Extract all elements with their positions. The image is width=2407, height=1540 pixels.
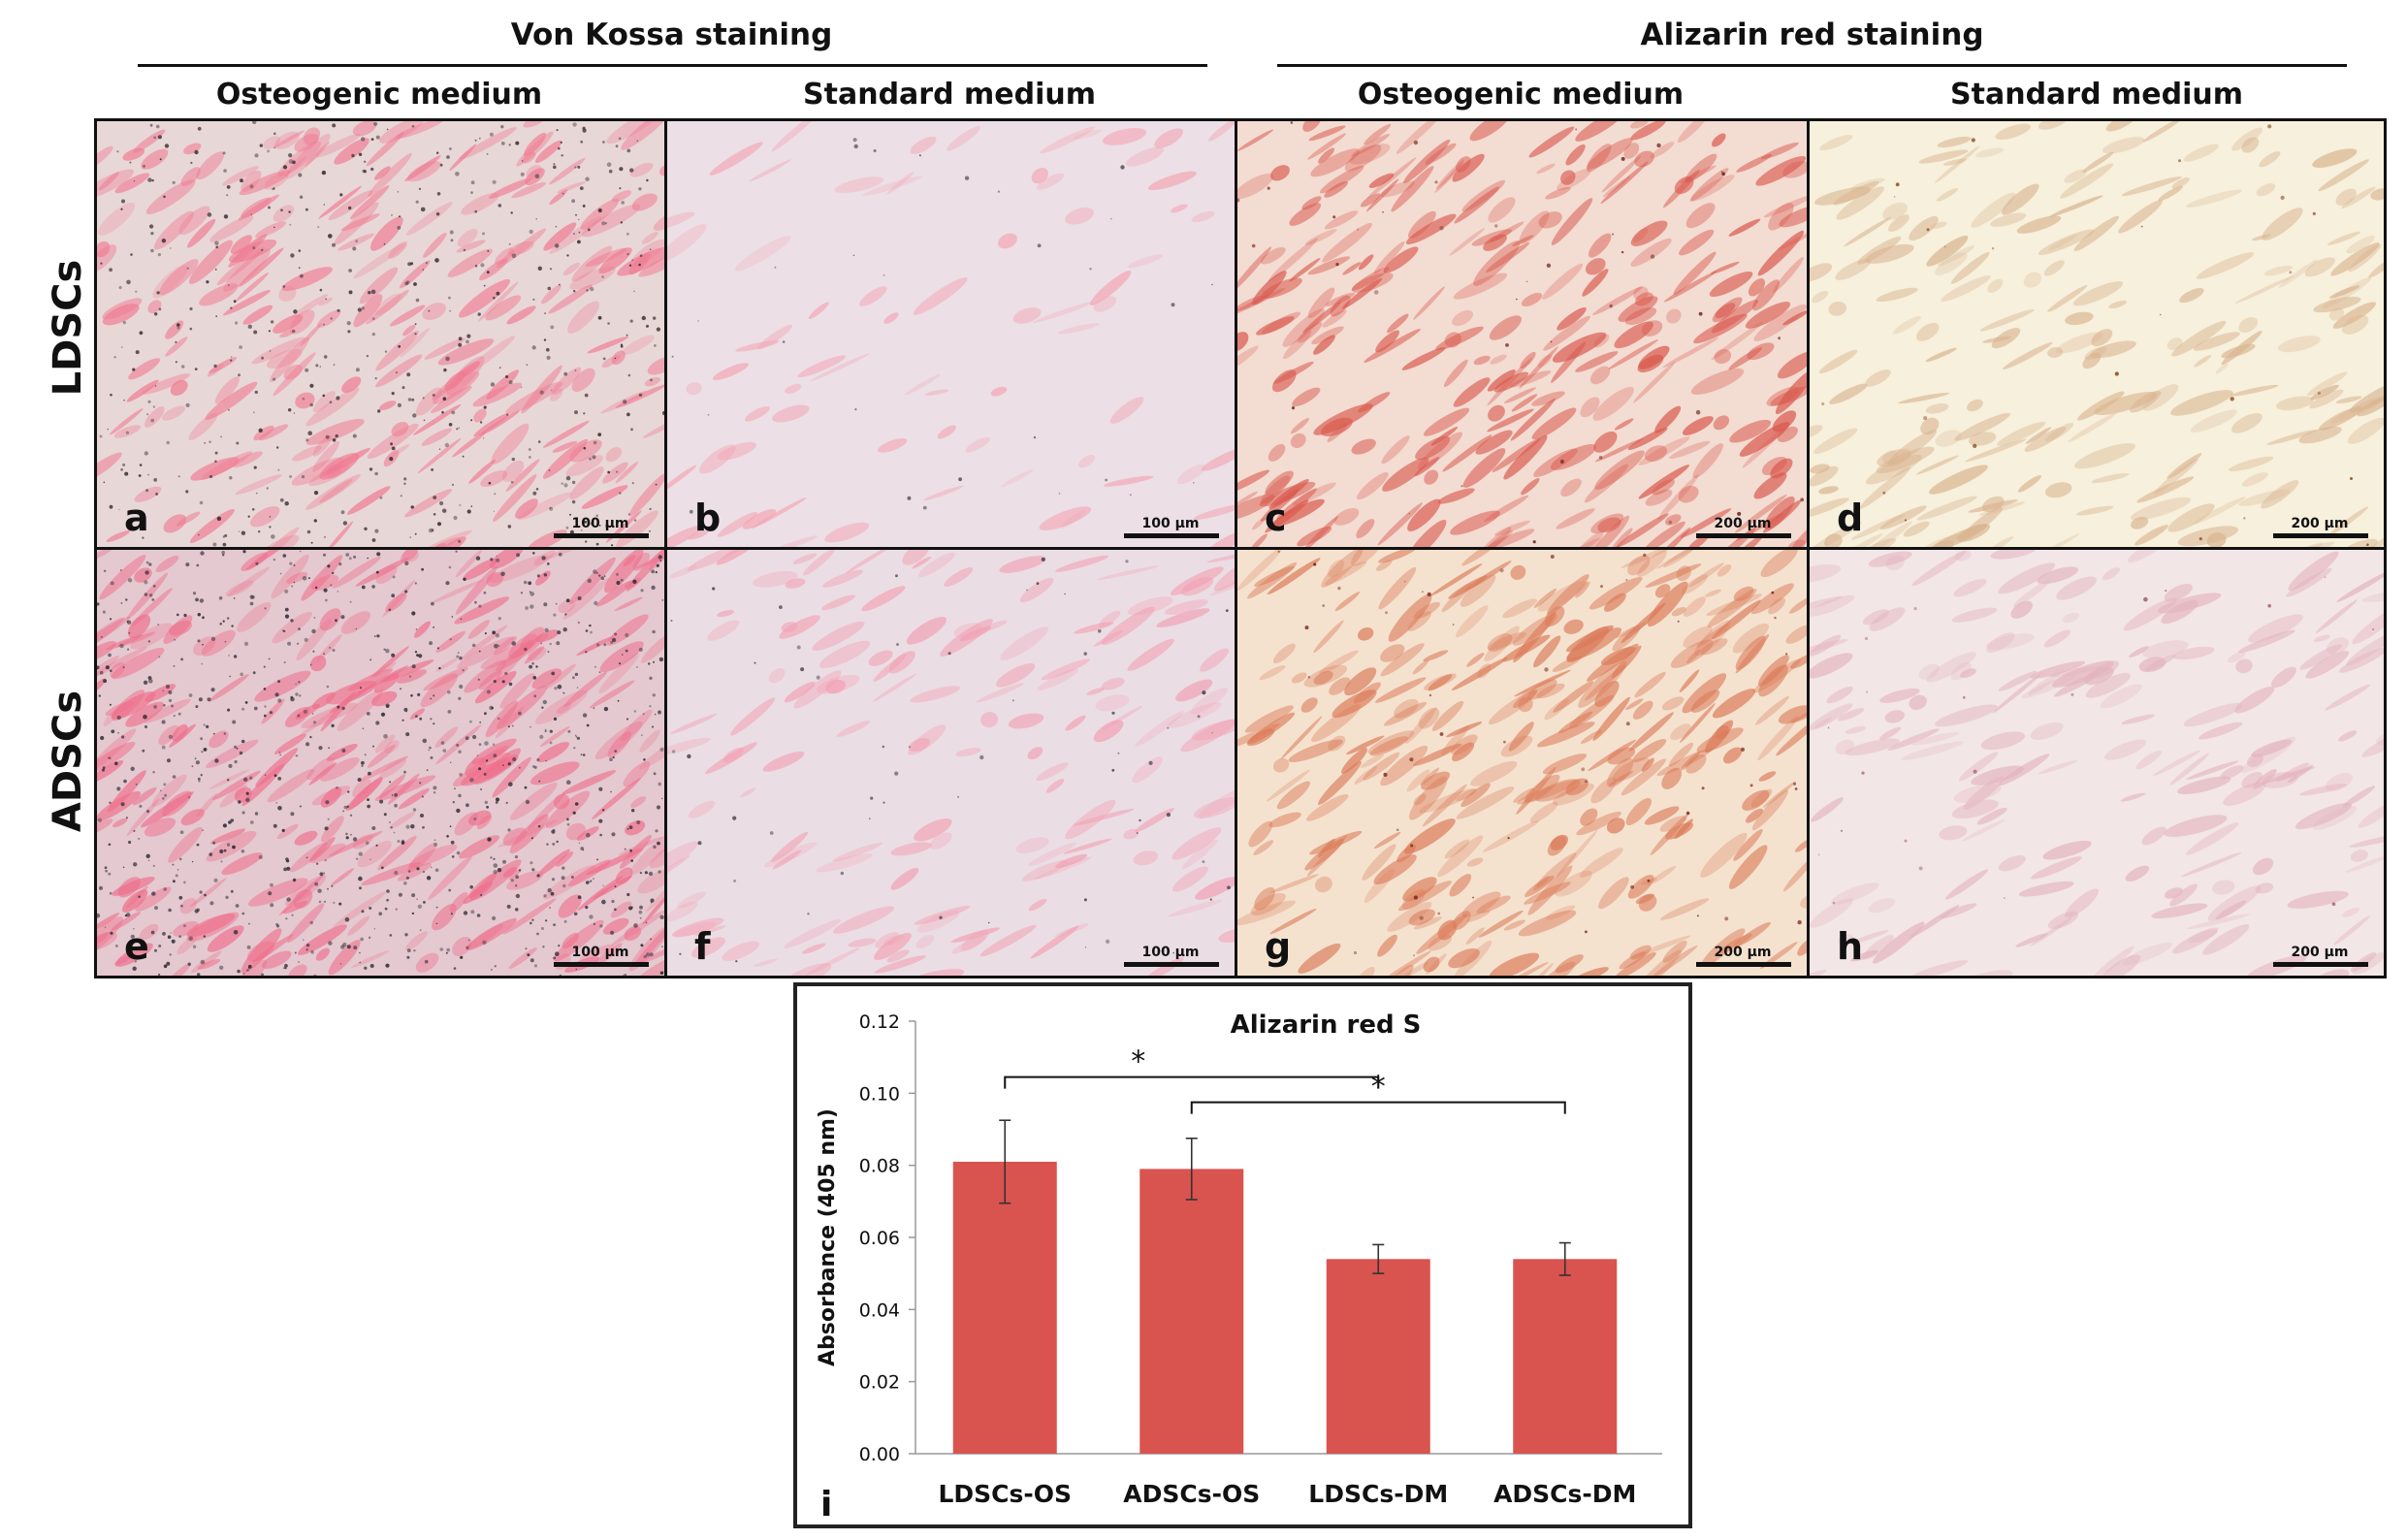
scale-bar-label: 100 μm: [571, 945, 629, 960]
group-rule-von-kossa: [138, 64, 1207, 67]
chart-panel-letter: i: [820, 1485, 832, 1524]
micrograph-panel-b: b 100 μm: [664, 118, 1237, 550]
scale-bar: [554, 962, 649, 967]
micrograph-panel-d: d 200 μm: [1807, 118, 2387, 550]
scale-bar-label: 200 μm: [1714, 945, 1772, 960]
scale-bar-label: 100 μm: [1141, 945, 1200, 960]
x-tick-label: ADSCs-DM: [1493, 1480, 1636, 1508]
micrograph-texture: [667, 550, 1235, 976]
micrograph-panel-f: f 100 μm: [664, 547, 1237, 979]
panel-letter: g: [1265, 925, 1292, 968]
chart-title: Alizarin red S: [1231, 1011, 1422, 1040]
y-tick-label: 0.02: [859, 1372, 900, 1394]
micrograph-panel-e: e 100 μm: [94, 547, 667, 979]
y-tick-label: 0.06: [859, 1228, 900, 1249]
scale-bar: [1124, 962, 1219, 967]
y-tick-label: 0.00: [859, 1444, 900, 1465]
panel-letter: a: [124, 497, 149, 539]
bar-adscs-os: [1139, 1169, 1244, 1454]
panel-letter: d: [1837, 497, 1864, 539]
bar-chart: Alizarin red S Absorbance (405 nm) 0.00 0.0…: [816, 1011, 1662, 1524]
scale-bar-label: 200 μm: [2291, 945, 2349, 960]
scale-bar-label: 100 μm: [1141, 516, 1200, 531]
bar-ldscs-dm: [1326, 1259, 1430, 1454]
panel-letter: f: [694, 925, 711, 968]
y-tick-label: 0.08: [859, 1156, 900, 1177]
x-tick-label: ADSCs-OS: [1123, 1480, 1260, 1508]
significance-bracket-2: [1190, 1101, 1566, 1114]
scale-bar: [2273, 533, 2368, 538]
micrograph-panel-c: c 200 μm: [1235, 118, 1810, 550]
scale-bar-label: 200 μm: [2291, 516, 2349, 531]
scale-bar: [1696, 533, 1791, 538]
chart-panel: Alizarin red S Absorbance (405 nm) 0.00 0.0…: [793, 982, 1692, 1528]
y-tick-label: 0.04: [859, 1299, 900, 1321]
y-tick-label: 0.12: [859, 1011, 900, 1033]
micrograph-texture: [1810, 121, 2384, 547]
y-axis-label: Absorbance (405 nm): [816, 1108, 840, 1366]
micrograph-panel-a: a 100 μm: [94, 118, 667, 550]
scale-bar-label: 100 μm: [571, 516, 629, 531]
significance-label-1: *: [1131, 1045, 1145, 1079]
significance-bracket-1: [1004, 1075, 1380, 1089]
bar-adscs-dm: [1513, 1259, 1618, 1454]
significance-label-2: *: [1371, 1071, 1386, 1105]
scale-bar: [1696, 962, 1791, 967]
micrograph-panel-h: h 200 μm: [1807, 547, 2387, 979]
row-label-adscs: ADSCs: [46, 690, 90, 833]
panel-letter: h: [1837, 925, 1864, 968]
group-title-von-kossa: Von Kossa staining: [510, 17, 833, 52]
micrograph-texture: [1810, 550, 2384, 976]
group-title-alizarin: Alizarin red staining: [1640, 17, 1984, 52]
bar-ldscs-os: [952, 1161, 1057, 1454]
micrograph-panel-g: g 200 μm: [1235, 547, 1810, 979]
panel-letter: c: [1265, 497, 1287, 539]
scale-bar: [554, 533, 649, 538]
x-tick-label: LDSCs-DM: [1308, 1480, 1448, 1508]
panel-letter: b: [694, 497, 722, 539]
micrograph-texture: [1237, 550, 1807, 976]
panel-letter: e: [124, 925, 149, 968]
y-tick-label: 0.10: [859, 1083, 900, 1105]
micrograph-texture: [1237, 121, 1807, 547]
micrograph-texture: [97, 121, 664, 547]
micrograph-texture: [97, 550, 664, 976]
scale-bar-label: 200 μm: [1714, 516, 1772, 531]
column-title-1: Osteogenic medium: [215, 78, 543, 112]
row-label-ldscs: LDSCs: [46, 259, 90, 397]
scale-bar: [2273, 962, 2368, 967]
column-title-4: Standard medium: [1950, 78, 2243, 112]
group-rule-alizarin: [1277, 64, 2347, 67]
column-title-2: Standard medium: [803, 78, 1096, 112]
x-tick-label: LDSCs-OS: [938, 1480, 1072, 1508]
micrograph-texture: [667, 121, 1235, 547]
column-title-3: Osteogenic medium: [1357, 78, 1685, 112]
scale-bar: [1124, 533, 1219, 538]
